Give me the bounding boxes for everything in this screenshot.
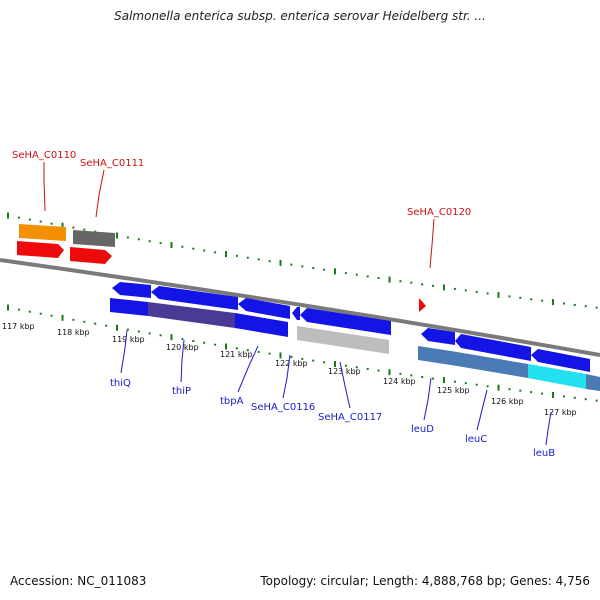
cds-leuD[interactable] (421, 328, 455, 345)
gene-label-leuD[interactable]: leuD (411, 424, 434, 435)
gene-label-thiQ[interactable]: thiQ (110, 378, 131, 389)
genome-summary-text: Topology: circular; Length: 4,888,768 bp… (260, 574, 590, 588)
gene-label-leuC[interactable]: leuC (465, 434, 487, 445)
track-reverse (110, 282, 600, 391)
cds-SeHA_C0120[interactable] (419, 298, 426, 312)
kbp-label: 124 kbp (383, 377, 416, 386)
cds-SeHA_C0111[interactable] (70, 247, 112, 264)
gene-label-tbpA[interactable]: tbpA (220, 396, 244, 407)
cds-SeHA_C0110[interactable] (17, 241, 64, 258)
gene-SeHA_C0110[interactable] (19, 224, 66, 241)
accession-text: Accession: NC_011083 (10, 574, 147, 588)
leader-SeHA_C0120 (429, 218, 435, 269)
kbp-label: 127 kbp (544, 408, 577, 417)
genome-backbone (0, 258, 600, 357)
kbp-label: 122 kbp (275, 359, 308, 368)
kbp-label: 123 kbp (328, 367, 361, 376)
kbp-label: 120 kbp (166, 343, 199, 352)
gene-thiQ[interactable] (110, 298, 148, 316)
kbp-axis-labels: 117 kbp 118 kbp 119 kbp 120 kbp 121 kbp … (2, 322, 577, 417)
leader-SeHA_C0117 (339, 361, 351, 409)
leader-tbpA (237, 345, 259, 393)
leader-SeHA_C0116 (282, 354, 291, 399)
cds-thiP[interactable] (151, 286, 238, 310)
track-forward (17, 224, 426, 312)
gene-label-SeHA_C0111[interactable]: SeHA_C0111 (80, 158, 144, 169)
kbp-label: 117 kbp (2, 322, 35, 331)
cds-SeHA_C0116[interactable] (292, 307, 300, 320)
gene-tbpA[interactable] (235, 313, 288, 337)
kbp-label: 121 kbp (220, 350, 253, 359)
cds-leuC[interactable] (455, 334, 531, 361)
kbp-label: 125 kbp (437, 386, 470, 395)
kbp-label: 126 kbp (491, 397, 524, 406)
leader-thiP (180, 339, 185, 383)
leader-SeHA_C0111 (95, 169, 105, 218)
leader-lines (43, 162, 552, 446)
gene-leuC[interactable] (451, 351, 528, 378)
gene-leuB[interactable] (528, 364, 586, 389)
gene-SeHA_C0117[interactable] (297, 326, 389, 354)
leader-thiQ (120, 329, 128, 374)
kbp-label: 118 kbp (57, 328, 90, 337)
leader-leuB (545, 411, 552, 446)
cds-SeHA_C0117[interactable] (300, 308, 391, 335)
cds-thiQ[interactable] (112, 282, 151, 298)
gene-label-SeHA_C0117[interactable]: SeHA_C0117 (318, 412, 382, 423)
leader-leuC (476, 389, 488, 431)
gene-SeHA_C0111[interactable] (73, 230, 115, 247)
genome-title: Salmonella enterica subsp. enterica sero… (114, 9, 486, 23)
gene-labels: SeHA_C0110 SeHA_C0111 SeHA_C0120 thiQ th… (12, 150, 555, 459)
kbp-label: 119 kbp (112, 335, 145, 344)
gene-label-leuB[interactable]: leuB (533, 448, 555, 459)
gene-label-SeHA_C0120[interactable]: SeHA_C0120 (407, 207, 471, 218)
gene-label-SeHA_C0110[interactable]: SeHA_C0110 (12, 150, 76, 161)
tick-row-bottom (7, 304, 598, 402)
gene-label-thiP[interactable]: thiP (172, 386, 191, 397)
gene-label-SeHA_C0116[interactable]: SeHA_C0116 (251, 402, 315, 413)
leader-SeHA_C0110 (43, 162, 46, 212)
cds-leuB[interactable] (531, 349, 590, 372)
gene-next[interactable] (586, 374, 600, 391)
leader-leuD (423, 377, 432, 421)
gene-leuD[interactable] (418, 346, 451, 365)
cds-tbpA[interactable] (238, 298, 290, 319)
gene-thiP[interactable] (148, 302, 235, 328)
